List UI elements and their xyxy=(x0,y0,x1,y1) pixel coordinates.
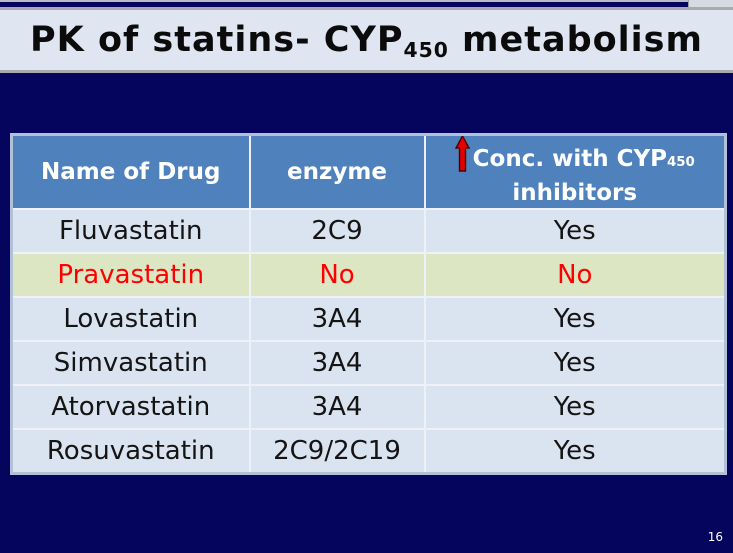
conc-cell: Yes xyxy=(423,383,727,430)
enzyme-cell: 3A4 xyxy=(248,295,426,342)
conc-cell: Yes xyxy=(423,295,727,342)
drug-cell: Fluvastatin xyxy=(10,207,251,254)
header-cell-drug: Name of Drug xyxy=(10,133,251,210)
title-bar: PK of statins- CYP450 metabolism xyxy=(0,7,733,73)
conc-header-line2: inhibitors xyxy=(512,180,638,207)
header-cell-conc: Conc. with CYP 450 inhibitors xyxy=(423,133,727,210)
enzyme-cell: 3A4 xyxy=(248,339,426,386)
drug-cell: Lovastatin xyxy=(10,295,251,342)
table-row: Fluvastatin 2C9 Yes xyxy=(10,207,727,254)
conc-cell: Yes xyxy=(423,427,727,475)
title-subscript: 450 xyxy=(403,37,449,62)
drug-cell: Atorvastatin xyxy=(10,383,251,430)
drug-cell: Rosuvastatin xyxy=(10,427,251,475)
page-number: 16 xyxy=(707,530,723,544)
conc-header-text: Conc. with CYP xyxy=(472,145,667,172)
conc-cell: Yes xyxy=(423,339,727,386)
conc-cell: Yes xyxy=(423,207,727,254)
enzyme-cell: 2C9 xyxy=(248,207,426,254)
table-row: Simvastatin 3A4 Yes xyxy=(10,339,727,386)
title-suffix: metabolism xyxy=(448,20,703,60)
drug-cell: Simvastatin xyxy=(10,339,251,386)
conc-header-subscript: 450 xyxy=(667,154,695,170)
table-row: Lovastatin 3A4 Yes xyxy=(10,295,727,342)
enzyme-cell: 2C9/2C19 xyxy=(248,427,426,475)
drug-cell: Pravastatin xyxy=(10,251,251,298)
title-prefix: PK of statins- CYP xyxy=(30,20,404,60)
header-cell-enzyme: enzyme xyxy=(248,133,426,210)
enzyme-cell: 3A4 xyxy=(248,383,426,430)
window-top-edge xyxy=(0,0,733,2)
table-row-highlighted: Pravastatin No No xyxy=(10,251,727,298)
page-title: PK of statins- CYP450 metabolism xyxy=(30,20,703,62)
table-row: Atorvastatin 3A4 Yes xyxy=(10,383,727,430)
conc-cell: No xyxy=(423,251,727,298)
table-row: Rosuvastatin 2C9/2C19 Yes xyxy=(10,427,727,475)
red-up-arrow-icon xyxy=(454,136,470,179)
enzyme-cell: No xyxy=(248,251,426,298)
header-row: Name of Drug enzyme Conc. with CYP 450 in… xyxy=(10,133,727,210)
statins-table: Name of Drug enzyme Conc. with CYP 450 in… xyxy=(10,133,727,475)
